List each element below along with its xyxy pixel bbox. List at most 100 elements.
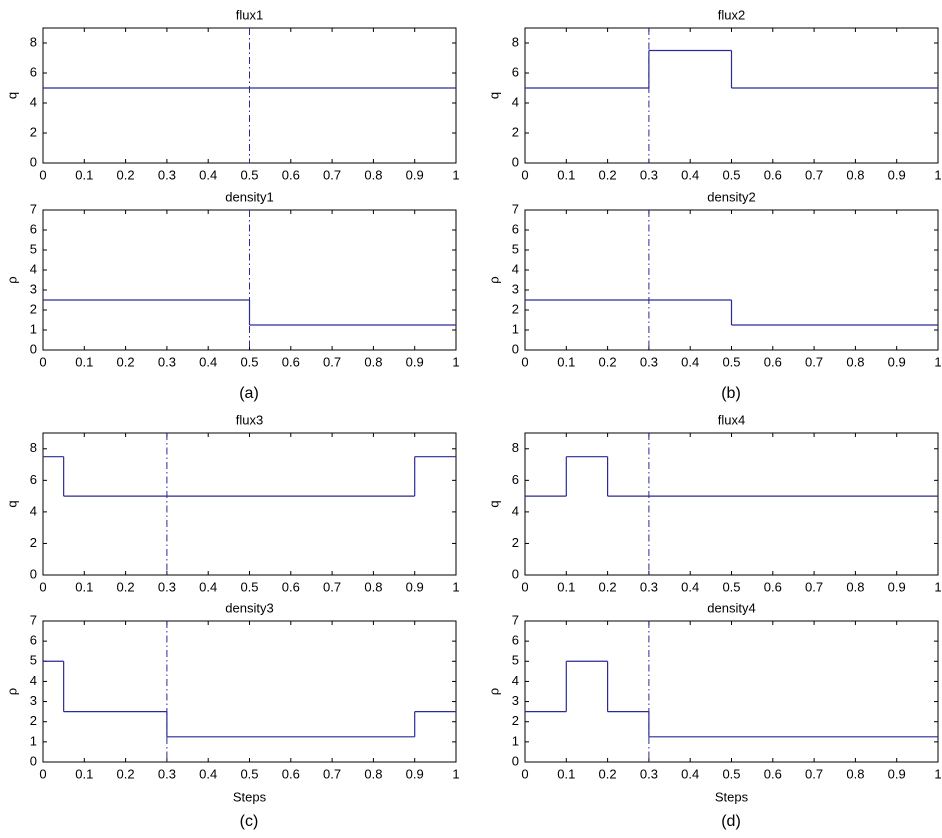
x-tick-label: 0.8 [846,579,864,594]
x-tick-label: 0.4 [199,354,217,369]
x-tick-label: 0.1 [557,579,575,594]
y-tick-label: 6 [512,221,519,236]
x-tick-label: 0.9 [888,354,906,369]
x-tick-label: 1 [934,579,941,594]
x-tick-label: 0.1 [557,766,575,781]
y-tick-label: 1 [30,733,37,748]
x-tick-label: 0.4 [199,766,217,781]
x-tick-label: 0.6 [764,354,782,369]
y-tick-label: 6 [512,472,519,487]
y-tick-label: 0 [30,753,37,768]
y-tick-label: 3 [512,281,519,296]
x-tick-label: 0 [521,579,528,594]
x-tick-label: 1 [452,354,459,369]
axes-box [42,620,457,763]
x-tick-label: 0.1 [75,766,93,781]
y-tick-label: 8 [512,440,519,455]
y-tick-label: 5 [30,241,37,256]
y-tick-label: 6 [30,633,37,648]
y-tick-label: 6 [30,64,37,79]
x-tick-label: 0.1 [75,354,93,369]
x-tick-label: 0.4 [681,579,699,594]
x-tick-label: 0.6 [282,579,300,594]
y-tick-label: 2 [512,535,519,550]
x-tick-label: 0.7 [805,766,823,781]
x-tick-label: 1 [452,766,459,781]
x-tick-label: 0.5 [722,579,740,594]
y-tick-label: 0 [512,566,519,581]
x-tick-label: 0.4 [681,167,699,182]
y-tick-label: 7 [30,201,37,216]
chart-title: flux1 [236,7,263,22]
axes-box [524,27,939,164]
x-tick-label: 0 [521,167,528,182]
x-tick-label: 0.5 [722,766,740,781]
y-axis-label: ρ [486,276,501,283]
x-tick-label: 0.8 [364,354,382,369]
x-tick-label: 0.2 [599,354,617,369]
x-tick-label: 0.6 [282,766,300,781]
y-tick-label: 2 [512,301,519,316]
panel-label: (a) [239,385,259,402]
x-tick-label: 0.6 [764,766,782,781]
y-axis-label: ρ [4,276,19,283]
x-tick-label: 0.5 [722,354,740,369]
chart-title: flux4 [718,412,745,427]
x-tick-label: 0 [39,354,46,369]
x-tick-label: 0.2 [599,579,617,594]
chart-title: density1 [225,189,273,204]
y-tick-label: 5 [30,653,37,668]
x-tick-label: 0.8 [364,579,382,594]
x-tick-label: 0.6 [764,167,782,182]
x-tick-label: 0.1 [557,167,575,182]
chart-title: density3 [225,600,273,615]
y-tick-label: 7 [30,612,37,627]
chart-title: flux2 [718,7,745,22]
x-tick-label: 0.8 [846,766,864,781]
y-tick-label: 4 [512,261,519,276]
x-tick-label: 0 [39,766,46,781]
y-tick-label: 3 [30,693,37,708]
y-tick-label: 0 [30,154,37,169]
y-tick-label: 7 [512,201,519,216]
y-tick-label: 6 [30,472,37,487]
y-tick-label: 8 [512,34,519,49]
x-axis-label: Steps [715,789,749,804]
chart-title: density2 [707,189,755,204]
y-tick-label: 2 [30,713,37,728]
x-tick-label: 0.7 [323,579,341,594]
y-axis-label: q [4,500,19,507]
x-tick-label: 0.4 [681,766,699,781]
y-tick-label: 1 [30,321,37,336]
x-tick-label: 0.2 [599,766,617,781]
y-tick-label: 5 [512,653,519,668]
x-tick-label: 1 [934,167,941,182]
x-tick-label: 0.2 [117,354,135,369]
y-axis-label: q [486,92,501,99]
y-tick-label: 2 [512,713,519,728]
x-tick-label: 0.6 [282,354,300,369]
x-tick-label: 1 [934,354,941,369]
y-axis-label: ρ [4,688,19,695]
x-tick-label: 0.8 [364,766,382,781]
x-tick-label: 0.9 [888,579,906,594]
y-tick-label: 1 [512,733,519,748]
x-tick-label: 0.5 [722,167,740,182]
y-tick-label: 0 [30,341,37,356]
axes-box [42,432,457,576]
x-tick-label: 1 [934,766,941,781]
y-tick-label: 2 [30,301,37,316]
y-tick-label: 6 [512,64,519,79]
x-tick-label: 0.8 [846,354,864,369]
y-axis-label: q [4,92,19,99]
x-tick-label: 0.1 [557,354,575,369]
x-tick-label: 0.5 [240,354,258,369]
y-tick-label: 6 [30,221,37,236]
x-tick-label: 0.8 [364,167,382,182]
x-axis-label: Steps [233,789,267,804]
y-tick-label: 4 [512,503,519,518]
x-tick-label: 0 [39,167,46,182]
x-tick-label: 0.9 [406,354,424,369]
panel-label: (d) [721,813,741,830]
y-tick-label: 0 [30,566,37,581]
